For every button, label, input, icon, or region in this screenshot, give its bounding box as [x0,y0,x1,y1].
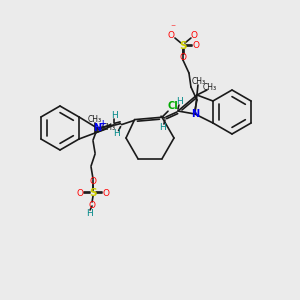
Text: CH₃: CH₃ [203,83,217,92]
Text: N: N [93,123,101,133]
Text: CH₃: CH₃ [102,122,116,131]
Text: S: S [179,41,187,51]
Text: O: O [179,53,186,62]
Text: O: O [192,41,200,50]
Text: H: H [86,208,92,217]
Text: H: H [160,122,166,131]
Text: +: + [99,118,105,127]
Text: CH₃: CH₃ [192,77,206,86]
Text: H: H [111,112,117,121]
Text: ⁻: ⁻ [170,23,175,33]
Text: O: O [90,176,97,185]
Text: S: S [89,188,97,198]
Text: H: H [177,98,183,106]
Text: O: O [103,188,110,197]
Text: O: O [88,202,96,211]
Text: O: O [190,31,197,40]
Text: N: N [191,109,199,119]
Text: O: O [76,188,84,197]
Text: H: H [113,129,120,138]
Text: Cl: Cl [168,101,178,111]
Text: CH₃: CH₃ [88,116,102,124]
Text: O: O [167,31,174,40]
